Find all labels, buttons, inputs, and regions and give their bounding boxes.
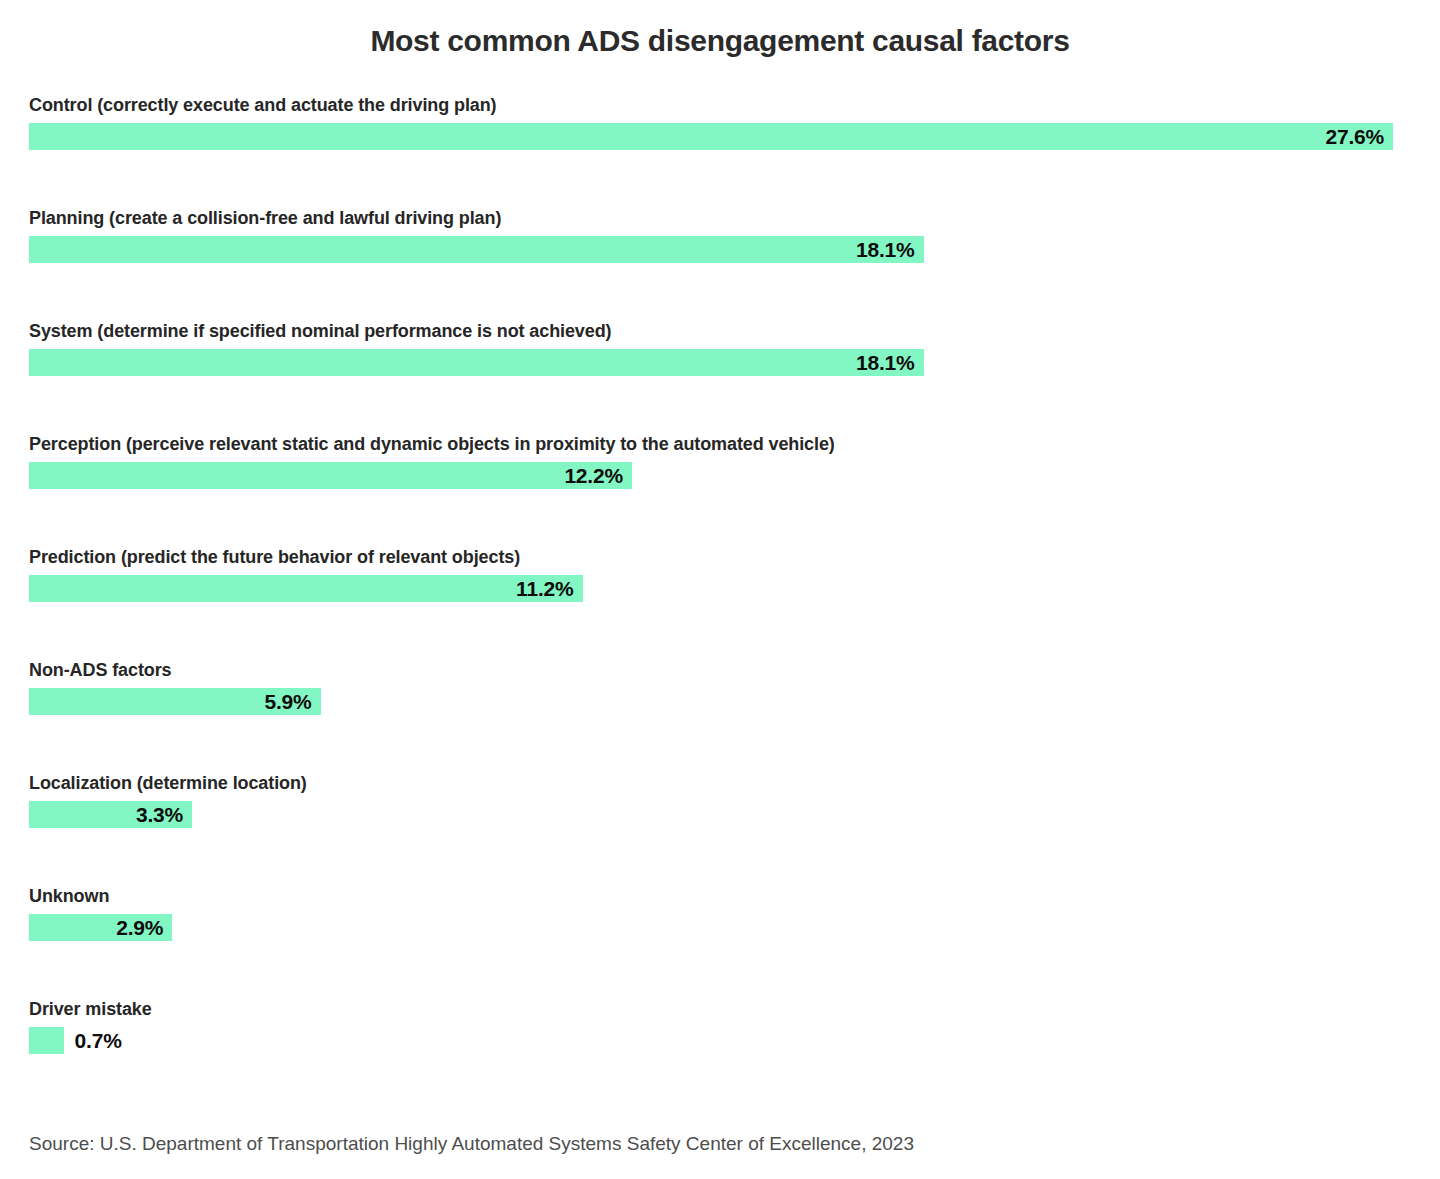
category-label: Prediction (predict the future behavior … [29,547,1393,568]
bar-row: Control (correctly execute and actuate t… [29,95,1393,150]
bar-track: 18.1% [29,236,1393,263]
bar: 12.2% [29,462,632,489]
chart-title: Most common ADS disengagement causal fac… [0,0,1440,58]
bar: 2.9% [29,914,172,941]
value-label: 5.9% [265,690,321,714]
bar-row: Prediction (predict the future behavior … [29,547,1393,602]
value-label: 3.3% [136,803,192,827]
bar-track: 12.2% [29,462,1393,489]
value-label: 2.9% [116,916,172,940]
bar-track: 2.9% [29,914,1393,941]
bar: 0.7% [29,1027,64,1054]
bar-row: Perception (perceive relevant static and… [29,434,1393,489]
category-label: Control (correctly execute and actuate t… [29,95,1393,116]
bar-row: Unknown 2.9% [29,886,1393,941]
category-label: Localization (determine location) [29,773,1393,794]
bar-track: 3.3% [29,801,1393,828]
bar-row: Driver mistake 0.7% [29,999,1393,1054]
value-label: 0.7% [64,1029,122,1053]
bar-row: System (determine if specified nominal p… [29,321,1393,376]
bar-chart: Control (correctly execute and actuate t… [29,95,1393,1054]
value-label: 18.1% [856,238,924,262]
chart-page: Most common ADS disengagement causal fac… [0,0,1440,1179]
category-label: System (determine if specified nominal p… [29,321,1393,342]
bar-track: 0.7% [29,1027,1393,1054]
bar-track: 5.9% [29,688,1393,715]
value-label: 11.2% [516,577,582,601]
category-label: Unknown [29,886,1393,907]
bar-row: Localization (determine location) 3.3% [29,773,1393,828]
bar: 11.2% [29,575,583,602]
bar-track: 27.6% [29,123,1393,150]
bar-track: 18.1% [29,349,1393,376]
bar-row: Non-ADS factors 5.9% [29,660,1393,715]
category-label: Driver mistake [29,999,1393,1020]
bar: 18.1% [29,236,924,263]
bar: 18.1% [29,349,924,376]
value-label: 18.1% [856,351,924,375]
bar: 5.9% [29,688,321,715]
bar: 27.6% [29,123,1393,150]
bar: 3.3% [29,801,192,828]
category-label: Non-ADS factors [29,660,1393,681]
source-attribution: Source: U.S. Department of Transportatio… [29,1132,1411,1156]
bar-track: 11.2% [29,575,1393,602]
value-label: 27.6% [1325,125,1393,149]
value-label: 12.2% [564,464,632,488]
category-label: Perception (perceive relevant static and… [29,434,1393,455]
category-label: Planning (create a collision-free and la… [29,208,1393,229]
bar-row: Planning (create a collision-free and la… [29,208,1393,263]
